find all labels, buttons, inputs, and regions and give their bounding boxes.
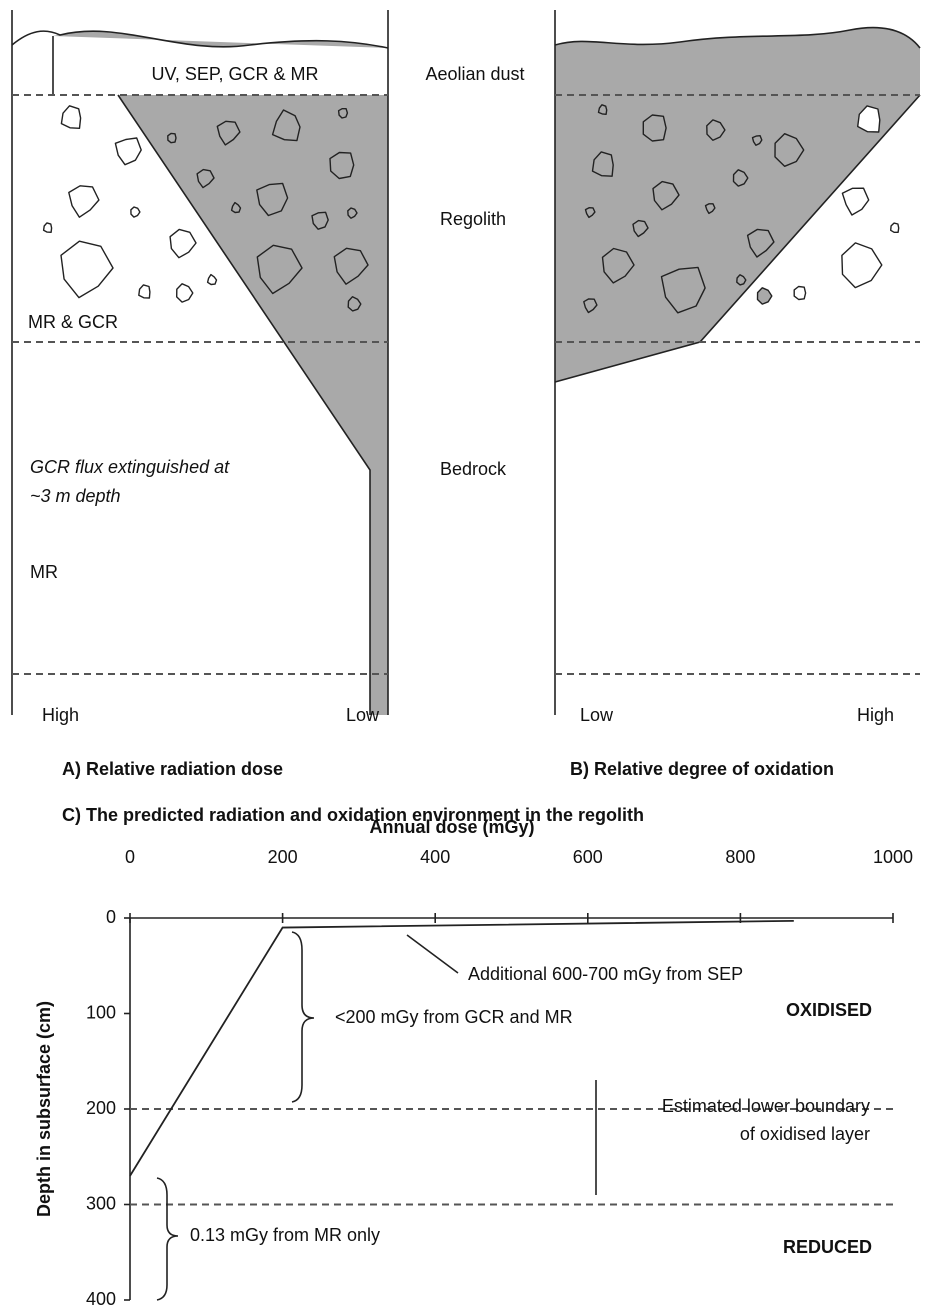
- y-tick-label: 400: [86, 1289, 116, 1309]
- x-tick-label: 0: [125, 847, 135, 867]
- x-tick-label: 800: [725, 847, 755, 867]
- annotation: of oxidised layer: [740, 1124, 870, 1144]
- rock: [168, 133, 176, 142]
- caption: A) Relative radiation dose: [62, 759, 283, 779]
- rock: [61, 241, 113, 297]
- rock: [842, 243, 882, 288]
- rock: [61, 106, 80, 129]
- rock: [794, 287, 805, 300]
- note: GCR flux extinguished at: [30, 457, 230, 477]
- layer-name: Bedrock: [440, 459, 507, 479]
- figure: UV, SEP, GCR & MR MR & GCR GCR flux exti…: [0, 0, 925, 1311]
- rock: [170, 229, 196, 257]
- rock: [339, 109, 348, 118]
- rock: [115, 138, 141, 165]
- rock: [44, 223, 52, 232]
- x-tick-label: 400: [420, 847, 450, 867]
- brace: [157, 1178, 178, 1300]
- layer-name: Regolith: [440, 209, 506, 229]
- x-tick-label: 200: [268, 847, 298, 867]
- axis-label: High: [42, 705, 79, 725]
- rock: [643, 115, 666, 141]
- axis-label: Low: [346, 705, 380, 725]
- y-tick-label: 200: [86, 1098, 116, 1118]
- dose-line: [130, 921, 794, 1176]
- caption: B) Relative degree of oxidation: [570, 759, 834, 779]
- chart-title: C) The predicted radiation and oxidation…: [62, 805, 644, 825]
- label: MR & GCR: [28, 312, 118, 332]
- label: MR: [30, 562, 58, 582]
- layer-name: Aeolian dust: [425, 64, 524, 84]
- y-tick-label: 0: [106, 907, 116, 927]
- y-tick-label: 100: [86, 1002, 116, 1022]
- rock: [891, 223, 899, 232]
- rock: [758, 288, 772, 304]
- rock: [139, 285, 150, 298]
- x-tick-label: 600: [573, 847, 603, 867]
- axis-label: Low: [580, 705, 614, 725]
- rock: [69, 186, 99, 217]
- rock: [842, 188, 868, 215]
- rock: [177, 284, 193, 302]
- y-tick-label: 300: [86, 1193, 116, 1213]
- x-tick-label: 1000: [873, 847, 913, 867]
- x-axis-title: Annual dose (mGy): [369, 817, 534, 837]
- axis-label: High: [857, 705, 894, 725]
- annotation: <200 mGy from GCR and MR: [335, 1007, 573, 1027]
- y-axis-title: Depth in subsurface (cm): [34, 1001, 54, 1217]
- label: UV, SEP, GCR & MR: [151, 64, 318, 84]
- annotation: Estimated lower boundary: [662, 1096, 870, 1116]
- annotation: 0.13 mGy from MR only: [190, 1225, 380, 1245]
- brace: [292, 932, 314, 1102]
- annotation: OXIDISED: [786, 1000, 872, 1020]
- annotation: REDUCED: [783, 1237, 872, 1257]
- rock: [131, 207, 140, 217]
- leader: [407, 935, 458, 973]
- note: ~3 m depth: [30, 486, 121, 506]
- rock: [208, 275, 217, 285]
- annotation: Additional 600-700 mGy from SEP: [468, 964, 743, 984]
